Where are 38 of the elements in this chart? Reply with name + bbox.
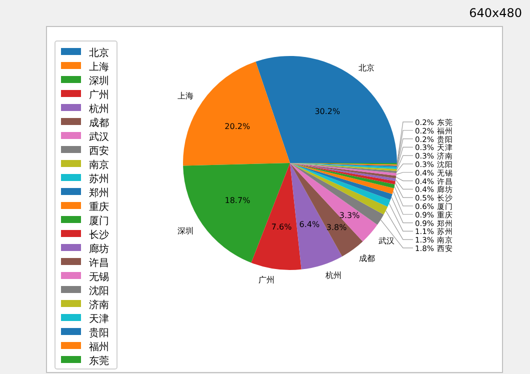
data-label: 20.2% bbox=[224, 122, 250, 132]
legend-label: 北京 bbox=[89, 47, 109, 59]
slice-label: 杭州 bbox=[324, 271, 342, 280]
category-label: 武汉 bbox=[378, 236, 395, 246]
legend-label: 无锡 bbox=[89, 272, 109, 283]
legend-label: 重庆 bbox=[89, 201, 109, 213]
legend-label: 东莞 bbox=[89, 355, 109, 367]
legend-label: 郑州 bbox=[89, 187, 109, 199]
slice-label: 广州 bbox=[258, 276, 275, 285]
legend-label: 天津 bbox=[89, 313, 109, 325]
data-label: 6.4% bbox=[299, 220, 320, 230]
slice-label: 成都 bbox=[359, 254, 376, 264]
slice-label: 北京 bbox=[358, 63, 375, 72]
data-label: 7.6% bbox=[271, 222, 292, 232]
legend-label: 许昌 bbox=[89, 257, 109, 269]
data-label: 3.3% bbox=[339, 211, 360, 220]
legend-label: 西安 bbox=[89, 145, 109, 157]
slice-label: 深圳 bbox=[178, 226, 194, 236]
legend-label: 南京 bbox=[89, 159, 109, 171]
legend-label: 成都 bbox=[89, 117, 109, 129]
text: 640x480 bbox=[469, 6, 522, 20]
slice-label: 上海 bbox=[177, 92, 194, 101]
legend-label: 济南 bbox=[89, 299, 109, 311]
legend-label: 深圳 bbox=[89, 75, 109, 87]
legend-label: 上海 bbox=[89, 61, 109, 73]
legend-label: 长沙 bbox=[89, 229, 109, 241]
legend-label: 廊坊 bbox=[89, 243, 109, 255]
legend-label: 福州 bbox=[89, 341, 109, 353]
legend-label: 广州 bbox=[89, 89, 109, 101]
legend-label: 武汉 bbox=[89, 131, 109, 143]
data-label: 30.2% bbox=[314, 106, 341, 116]
data-label: 3.8% bbox=[326, 223, 348, 232]
legend-label: 沈阳 bbox=[89, 285, 109, 297]
legend-label: 贵阳 bbox=[89, 327, 109, 339]
data-label: 18.7% bbox=[224, 196, 251, 205]
legend-label: 苏州 bbox=[89, 173, 109, 185]
legend-label: 杭州 bbox=[88, 103, 109, 115]
legend-label: 厦门 bbox=[89, 215, 109, 227]
